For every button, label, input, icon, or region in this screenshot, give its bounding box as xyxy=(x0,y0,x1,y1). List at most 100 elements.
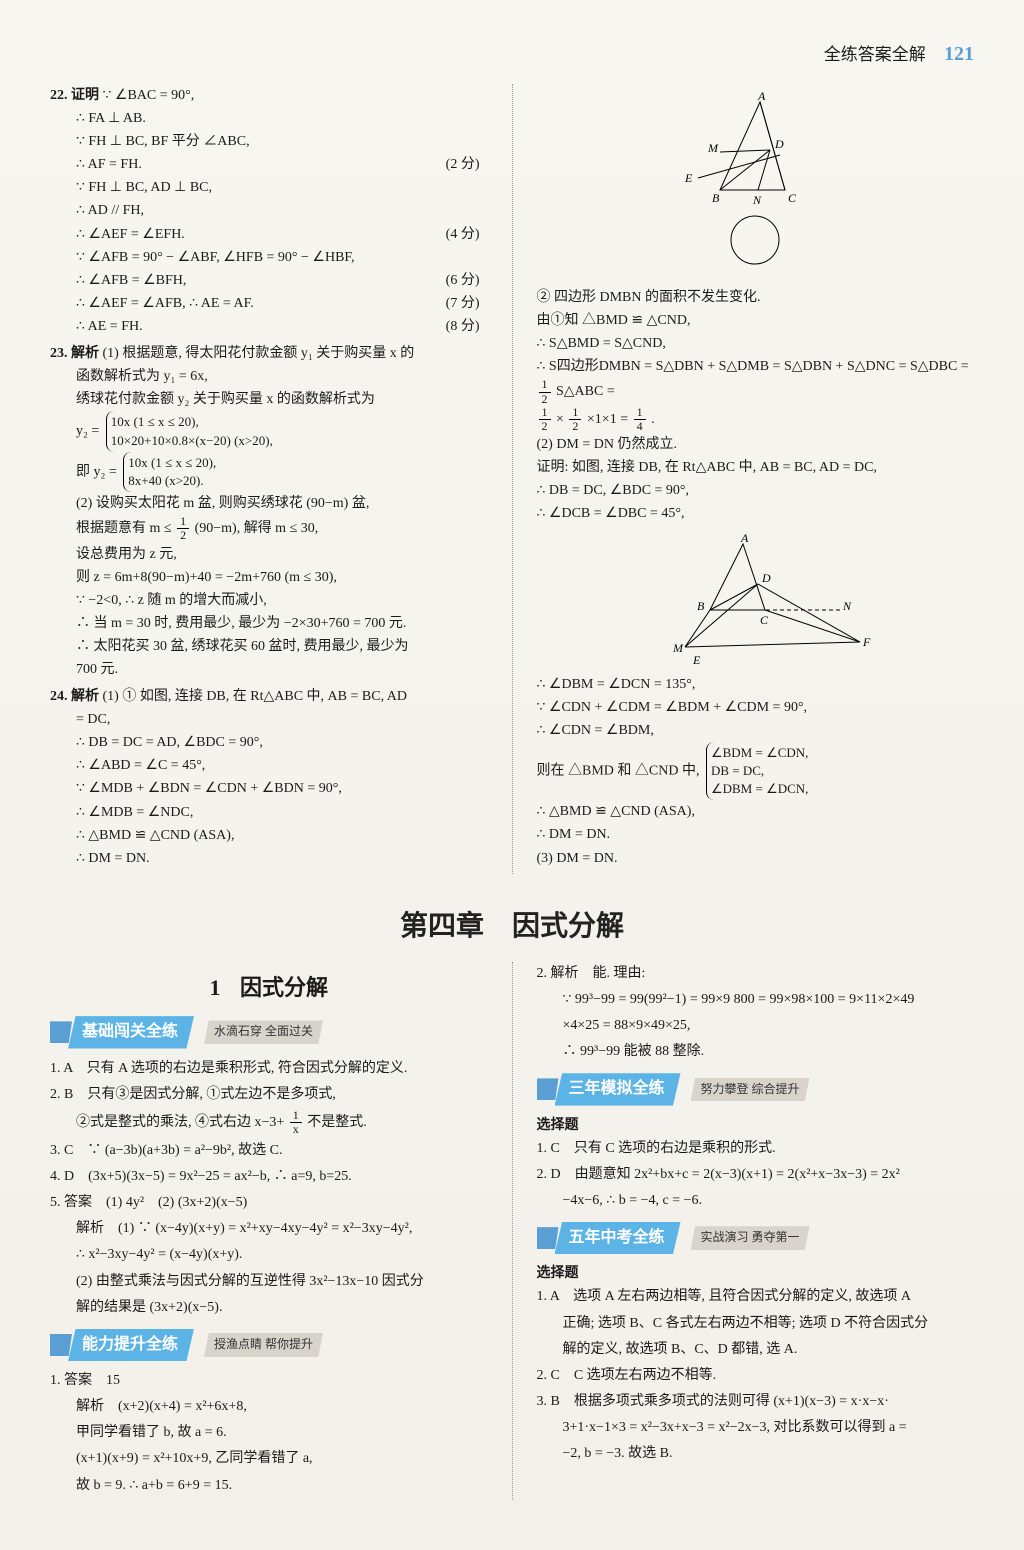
d-i2t: 2. 解析 能. 理由: xyxy=(537,962,975,985)
b-i5c: (2) 由整式乘法与因式分解的互逆性得 3x²−13x−10 因式分 xyxy=(76,1270,488,1293)
r-l7: 证明: 如图, 连接 DB, 在 Rt△ABC 中, AB = BC, AD =… xyxy=(537,456,975,479)
q23-piece2: 10x (1 ≤ x ≤ 20), 8x+40 (x>20). xyxy=(123,452,220,492)
banner2-main: 能力提升全练 xyxy=(68,1329,194,1361)
q22-l8: ∵ ∠AFB = 90° − ∠ABF, ∠HFB = 90° − ∠HBF, xyxy=(76,246,488,269)
q23-p2a: 10x (1 ≤ x ≤ 20), xyxy=(128,454,216,472)
frac-den: 2 xyxy=(539,420,551,433)
r-l16: (3) DM = DN. xyxy=(537,847,975,870)
r-period: . xyxy=(651,412,655,427)
frac-den: x xyxy=(290,1123,302,1136)
section-num: 1 xyxy=(209,975,220,1000)
page-number: 121 xyxy=(944,43,974,65)
c-i1d: 故 b = 9. ∴ a+b = 6+9 = 15. xyxy=(76,1474,488,1497)
d-i2c: ∴ 99³−99 能被 88 整除. xyxy=(563,1040,975,1063)
frac-num: 1 xyxy=(569,406,581,420)
column-divider xyxy=(512,84,513,874)
q24: 24. 解析 (1) ① 如图, 连接 DB, 在 Rt△ABC 中, AB =… xyxy=(50,685,488,870)
r-l10: ∴ ∠DBM = ∠DCN = 135°, xyxy=(537,673,975,696)
q23-p1a: 10x (1 ≤ x ≤ 20), xyxy=(111,413,273,431)
fig2-E: E xyxy=(692,653,701,667)
q22-l6: ∴ AD // FH, xyxy=(76,199,488,222)
banner2-sub: 授渔点睛 帮你提升 xyxy=(204,1333,323,1357)
f-i1c: 解的定义, 故选项 B、C、D 都错, 选 A. xyxy=(563,1338,975,1361)
figure-1: A M D E B N C xyxy=(650,90,860,280)
r-l3: ∴ S△BMD = S△CND, xyxy=(537,332,975,355)
figure-2: A D B C N M E F xyxy=(625,532,885,667)
q24-l8: ∴ DM = DN. xyxy=(76,847,488,870)
r-bp3: ∠DBM = ∠DCN, xyxy=(711,780,808,798)
r-l9: ∴ ∠DCB = ∠DBC = 45°, xyxy=(537,502,975,525)
r-bp2: DB = DC, xyxy=(711,762,808,780)
b-i3: 3. C ∵ (a−3b)(a+3b) = a²−9b², 故选 C. xyxy=(50,1139,488,1162)
c-i1t: 1. 答案 15 xyxy=(50,1369,488,1392)
frac-num: 1 xyxy=(539,378,551,392)
frac-den: 2 xyxy=(569,420,581,433)
page-header: 全练答案全解 121 xyxy=(50,40,974,66)
r-rest: ×1×1 = xyxy=(587,412,628,427)
frac-den: 2 xyxy=(539,393,551,406)
q22-l3: ∵ FH ⊥ BC, BF 平分 ∠ABC, xyxy=(76,130,488,153)
q23-frac: 12 xyxy=(177,515,189,542)
q22-l5: ∵ FH ⊥ BC, AD ⊥ BC, xyxy=(76,176,488,199)
r-frac2: 12 xyxy=(539,406,551,433)
r-l12: ∴ ∠CDN = ∠BDM, xyxy=(537,719,975,742)
q22: 22. 证明 ∵ ∠BAC = 90°, ∴ FA ⊥ AB. ∵ FH ⊥ B… xyxy=(50,84,488,338)
q22-l2: ∴ FA ⊥ AB. xyxy=(76,107,488,130)
r-mult: × xyxy=(556,412,564,427)
r-l13a: 则在 △BMD 和 △CND 中, xyxy=(537,763,700,778)
frac-num: 1 xyxy=(634,406,646,420)
r-l4b: S△ABC = xyxy=(556,384,615,399)
lower-columns: 1 因式分解 基础闯关全练 水滴石穿 全面过关 1. A 只有 A 选项的右边是… xyxy=(50,962,974,1500)
q23-l11: ∴ 太阳花买 30 盆, 绣球花买 60 盆时, 费用最少, 最少为 xyxy=(76,635,488,658)
q22-s9: (6 分) xyxy=(446,269,480,292)
b-i5a: 解析 (1) ∵ (x−4y)(x+y) = x²+xy−4xy−4y² = x… xyxy=(76,1217,488,1240)
q23-piece1: 10x (1 ≤ x ≤ 20), 10×20+10×0.8×(x−20) (x… xyxy=(106,411,277,451)
q23-l4: 即 y₂ = xyxy=(76,464,117,479)
b-i5b: ∴ x²−3xy−4y² = (x−4y)(x+y). xyxy=(76,1243,488,1266)
q23: 23. 解析 (1) 根据题意, 得太阳花付款金额 y₁ 关于购买量 x 的 函… xyxy=(50,342,488,681)
r-l15: ∴ DM = DN. xyxy=(537,823,975,846)
column-divider xyxy=(512,962,513,1500)
q23-l8: 则 z = 6m+8(90−m)+40 = −2m+760 (m ≤ 30), xyxy=(76,566,488,589)
q22-l11: ∴ AE = FH. xyxy=(76,315,143,338)
fig1-M: M xyxy=(707,141,719,155)
q24-l2: = DC, xyxy=(76,708,488,731)
e-i1: 1. C 只有 C 选项的右边是乘积的形式. xyxy=(537,1137,975,1160)
frac-num: 1 xyxy=(177,515,189,529)
fig1-N: N xyxy=(752,193,762,207)
b-i2b: ②式是整式的乘法, ④式右边 x−3+ xyxy=(76,1115,284,1130)
q24-title: 24. 解析 xyxy=(50,689,99,704)
q22-l10: ∴ ∠AEF = ∠AFB, ∴ AE = AF. xyxy=(76,292,254,315)
q24-l6: ∴ ∠MDB = ∠NDC, xyxy=(76,801,488,824)
banner-5year: 五年中考全练 实战演习 勇夺第一 xyxy=(537,1222,975,1254)
chapter-heading: 第四章 因式分解 xyxy=(50,904,974,944)
q24-l1: (1) ① 如图, 连接 DB, 在 Rt△ABC 中, AB = BC, AD xyxy=(103,689,408,704)
f-i2: 2. C C 选项左右两边不相等. xyxy=(537,1364,975,1387)
r-bp1: ∠BDM = ∠CDN, xyxy=(711,744,808,762)
chapter-title: 第四章 因式分解 xyxy=(400,911,624,942)
fig2-F: F xyxy=(862,635,871,649)
frac-num: 1 xyxy=(290,1109,302,1123)
banner-icon xyxy=(50,1334,72,1356)
b-i5d: 解的结果是 (3x+2)(x−5). xyxy=(76,1296,488,1319)
q23-p1b: 10×20+10×0.8×(x−20) (x>20), xyxy=(111,432,273,450)
fig1-E: E xyxy=(684,171,693,185)
q23-l7: 设总费用为 z 元, xyxy=(76,543,488,566)
fig2-A: A xyxy=(740,532,749,545)
b-i5t: 5. 答案 (1) 4y² (2) (3x+2)(x−5) xyxy=(50,1191,488,1214)
q23-p2b: 8x+40 (x>20). xyxy=(128,472,216,490)
banner-icon xyxy=(537,1227,559,1249)
q22-l1: ∵ ∠BAC = 90°, xyxy=(103,88,195,103)
q23-l12: 700 元. xyxy=(76,658,488,681)
b-i1: 1. A 只有 A 选项的右边是乘积形式, 符合因式分解的定义. xyxy=(50,1057,488,1080)
q23-l3: 绣球花付款金额 y₂ 关于购买量 x 的函数解析式为 xyxy=(76,388,488,411)
col-right-bot: 2. 解析 能. 理由: ∵ 99³−99 = 99(99²−1) = 99×9… xyxy=(537,962,975,1500)
f-i3b: 3+1·x−1×3 = x²−3x+x−3 = x²−2x−3, 对比系数可以得… xyxy=(563,1416,975,1439)
f-i3c: −2, b = −3. 故选 B. xyxy=(563,1442,975,1465)
fig1-C: C xyxy=(788,191,797,205)
upper-columns: 22. 证明 ∵ ∠BAC = 90°, ∴ FA ⊥ AB. ∵ FH ⊥ B… xyxy=(50,84,974,874)
r-l1: ② 四边形 DMBN 的面积不发生变化. xyxy=(537,286,975,309)
col-left-top: 22. 证明 ∵ ∠BAC = 90°, ∴ FA ⊥ AB. ∵ FH ⊥ B… xyxy=(50,84,488,874)
q23-l6b: (90−m), 解得 m ≤ 30, xyxy=(195,521,319,536)
f-h: 选择题 xyxy=(537,1262,975,1285)
